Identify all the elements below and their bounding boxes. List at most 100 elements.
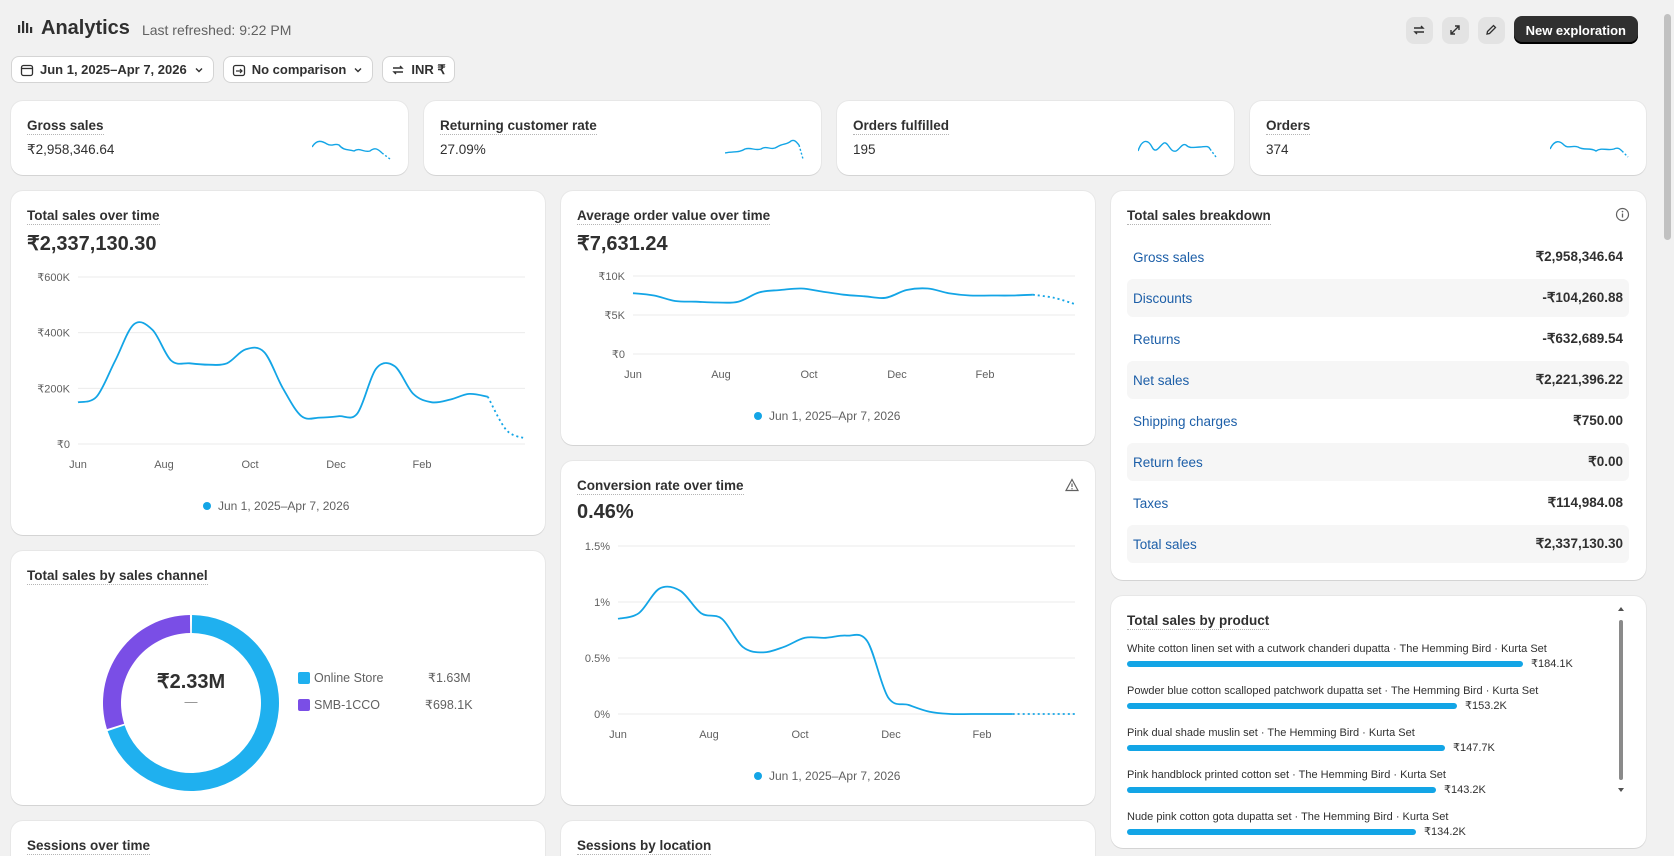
legend-value: ₹1.63M xyxy=(428,671,471,685)
breakdown-row-shipping-charges[interactable]: Shipping charges ₹750.00 xyxy=(1127,402,1629,440)
product-bar xyxy=(1127,828,1416,835)
kpi-card-returning-customer-rate[interactable]: Returning customer rate 27.09% xyxy=(424,101,821,175)
y-tick-label: ₹5K xyxy=(605,310,626,322)
aov-over-time-card: Average order value over time ₹7,631.24 … xyxy=(561,191,1095,445)
new-exploration-button[interactable]: New exploration xyxy=(1513,16,1638,44)
card-title[interactable]: Conversion rate over time xyxy=(577,478,744,495)
legend-item-smb-1cco[interactable]: SMB-1CCO ₹698.1K xyxy=(298,697,473,712)
breakdown-value: ₹2,221,396.22 xyxy=(1535,372,1623,387)
breakdown-row-taxes[interactable]: Taxes ₹114,984.08 xyxy=(1127,484,1629,522)
breakdown-row-gross-sales[interactable]: Gross sales ₹2,958,346.64 xyxy=(1127,238,1629,276)
conversion-chart[interactable]: 0% 0.5% 1% 1.5% Jun Aug Oct Dec Feb xyxy=(561,536,1095,746)
sessions-by-location-card: Sessions by location xyxy=(561,821,1095,856)
y-tick-label: ₹600K xyxy=(37,272,70,284)
kpi-card-orders[interactable]: Orders 374 xyxy=(1250,101,1646,175)
page-title: Analytics xyxy=(41,17,130,39)
product-row[interactable]: Pink dual shade muslin set · The Hemming… xyxy=(1127,727,1587,754)
product-bar xyxy=(1127,786,1436,793)
kpi-value: 195 xyxy=(853,142,876,157)
breakdown-label[interactable]: Total sales xyxy=(1133,536,1197,552)
legend-value: ₹698.1K xyxy=(425,698,473,712)
warning-icon[interactable] xyxy=(1064,478,1080,497)
product-row[interactable]: Pink handblock printed cotton set · The … xyxy=(1127,769,1587,796)
conversion-rate-card: Conversion rate over time 0.46% 0% 0.5% 1%… xyxy=(561,461,1095,805)
currency-exchange-icon xyxy=(392,65,405,74)
card-title[interactable]: Total sales by product xyxy=(1127,613,1270,630)
product-row[interactable]: Nude pink cotton gota dupatta set · The … xyxy=(1127,811,1587,838)
info-icon[interactable] xyxy=(1615,207,1630,227)
product-name: Powder blue cotton scalloped patchwork d… xyxy=(1127,685,1539,697)
sales-by-channel-card: Total sales by sales channel ₹2.33M — On… xyxy=(11,551,545,805)
breakdown-label[interactable]: Taxes xyxy=(1133,495,1169,511)
product-row[interactable]: Powder blue cotton scalloped patchwork d… xyxy=(1127,685,1587,712)
donut-center-value: ₹2.33M xyxy=(156,671,226,693)
donut-center-sub: — xyxy=(184,694,198,709)
breakdown-label[interactable]: Returns xyxy=(1133,331,1181,347)
breakdown-label[interactable]: Return fees xyxy=(1133,454,1203,470)
total-sales-over-time-card: Total sales over time ₹2,337,130.30 ₹0 ₹2… xyxy=(11,191,545,535)
series-line xyxy=(617,585,1013,716)
refresh-button[interactable] xyxy=(1405,16,1433,44)
product-bar-wrap: ₹143.2K xyxy=(1127,783,1587,796)
breakdown-label[interactable]: Shipping charges xyxy=(1133,413,1238,429)
series-line xyxy=(77,321,488,420)
total-sales-chart[interactable]: ₹0 ₹200K ₹400K ₹600K Jun Aug Oct Dec Feb xyxy=(11,266,545,476)
card-title[interactable]: Total sales breakdown xyxy=(1127,208,1271,225)
x-tick-label: Aug xyxy=(711,369,731,381)
card-title[interactable]: Average order value over time xyxy=(577,208,771,225)
page-scrollbar-thumb[interactable] xyxy=(1664,14,1671,240)
x-tick-label: Jun xyxy=(609,729,627,741)
channel-donut-chart[interactable] xyxy=(91,603,291,803)
title-area: Analytics Last refreshed: 9:22 PM xyxy=(17,17,291,40)
x-tick-label: Dec xyxy=(887,369,907,381)
legend-item-online-store[interactable]: Online Store ₹1.63M xyxy=(298,670,471,685)
breakdown-row-net-sales[interactable]: Net sales ₹2,221,396.22 xyxy=(1127,361,1629,399)
sales-by-product-card: Total sales by product White cotton line… xyxy=(1111,596,1646,848)
product-list-scrollbar[interactable] xyxy=(1616,604,1626,796)
card-title[interactable]: Sessions by location xyxy=(577,838,712,855)
product-value: ₹143.2K xyxy=(1444,784,1486,796)
breakdown-row-return-fees[interactable]: Return fees ₹0.00 xyxy=(1127,443,1629,481)
kpi-card-gross-sales[interactable]: Gross sales ₹2,958,346.64 xyxy=(11,101,408,175)
legend-dot xyxy=(203,502,211,510)
card-title[interactable]: Sessions over time xyxy=(27,838,151,855)
currency-label: INR ₹ xyxy=(411,61,446,77)
x-tick-label: Jun xyxy=(69,459,87,471)
product-bar xyxy=(1127,660,1523,667)
sparkline xyxy=(312,140,391,160)
card-title[interactable]: Total sales over time xyxy=(27,208,160,225)
calendar-compare-icon xyxy=(232,64,245,76)
x-tick-label: Dec xyxy=(881,729,901,741)
breakdown-row-returns[interactable]: Returns -₹632,689.54 xyxy=(1127,320,1629,358)
card-title[interactable]: Total sales by sales channel xyxy=(27,568,208,585)
product-bar xyxy=(1127,744,1445,751)
comparison-picker[interactable]: No comparison xyxy=(222,56,374,83)
breakdown-label[interactable]: Discounts xyxy=(1133,290,1193,306)
date-range-picker[interactable]: Jun 1, 2025–Apr 7, 2026 xyxy=(11,56,214,83)
legend-label: Jun 1, 2025–Apr 7, 2026 xyxy=(218,499,350,513)
product-value: ₹184.1K xyxy=(1531,658,1573,670)
comparison-label: No comparison xyxy=(251,62,347,77)
y-tick-label: ₹200K xyxy=(37,383,70,395)
breakdown-label[interactable]: Gross sales xyxy=(1133,249,1205,265)
breakdown-row-discounts[interactable]: Discounts -₹104,260.88 xyxy=(1127,279,1629,317)
kpi-card-orders-fulfilled[interactable]: Orders fulfilled 195 xyxy=(837,101,1234,175)
product-bar-wrap: ₹134.2K xyxy=(1127,825,1587,838)
aov-chart[interactable]: ₹0 ₹5K ₹10K Jun Aug Oct Dec Feb xyxy=(561,266,1095,391)
y-tick-label: 0% xyxy=(594,709,610,721)
kpi-label: Orders xyxy=(1266,118,1311,135)
product-value: ₹147.7K xyxy=(1453,742,1495,754)
edit-button[interactable] xyxy=(1477,16,1505,44)
last-refreshed: Last refreshed: 9:22 PM xyxy=(141,21,292,38)
calendar-icon xyxy=(20,64,34,76)
fullscreen-button[interactable] xyxy=(1441,16,1469,44)
top-actions: New exploration xyxy=(1405,16,1638,44)
product-row[interactable]: White cotton linen set with a cutwork ch… xyxy=(1127,643,1587,670)
breakdown-value: -₹632,689.54 xyxy=(1542,331,1623,346)
legend-dot xyxy=(754,772,762,780)
currency-picker[interactable]: INR ₹ xyxy=(382,56,455,83)
breakdown-label[interactable]: Net sales xyxy=(1133,372,1190,388)
breakdown-row-total-sales[interactable]: Total sales ₹2,337,130.30 xyxy=(1127,525,1629,563)
page-scrollbar[interactable] xyxy=(1661,0,1674,856)
sparkline xyxy=(1138,140,1217,158)
